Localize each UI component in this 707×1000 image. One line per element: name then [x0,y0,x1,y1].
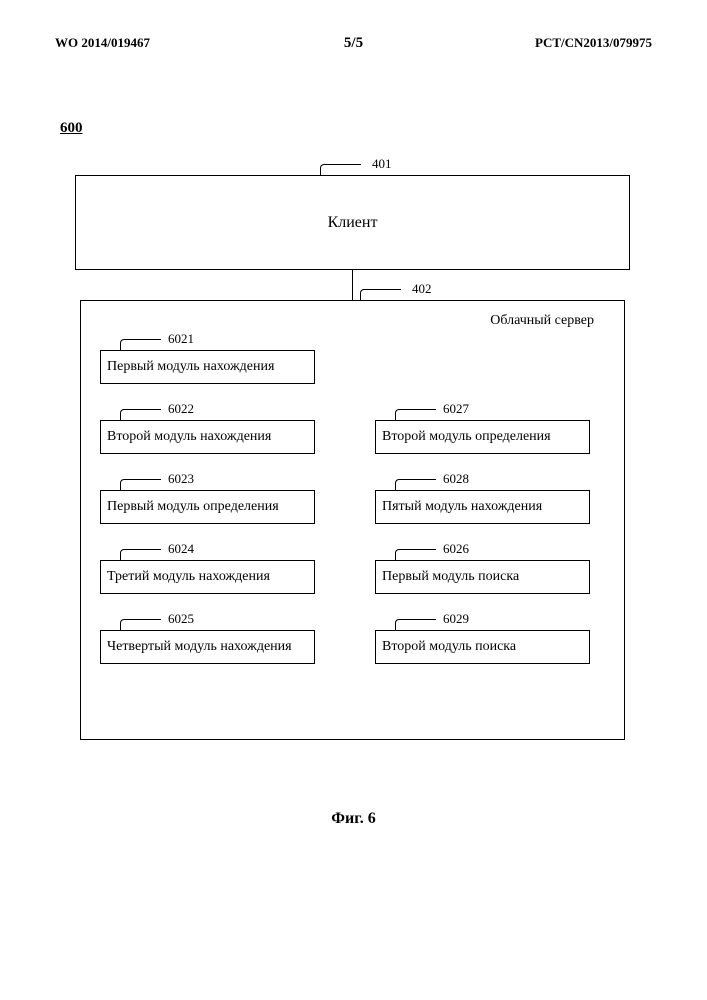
module-6022-label: Второй модуль нахождения [107,429,271,445]
ref-hook-6021 [120,339,161,350]
client-server-connector [352,270,353,300]
module-6023-label: Первый модуль определения [107,499,279,515]
module-6029-label: Второй модуль поиска [382,639,516,655]
ref-hook-6028 [395,479,436,490]
header-right: PCT/CN2013/079975 [535,35,652,51]
module-6027: Второй модуль определения [375,420,590,454]
module-6026: Первый модуль поиска [375,560,590,594]
module-6028: Пятый модуль нахождения [375,490,590,524]
ref-hook-6027 [395,409,436,420]
module-6021: Первый модуль нахождения [100,350,315,384]
figure-caption: Фиг. 6 [331,810,375,828]
ref-hook-6023 [120,479,161,490]
module-6027-label: Второй модуль определения [382,429,551,445]
ref-hook-401 [320,164,361,175]
ref-6021: 6021 [168,331,194,347]
header-center: 5/5 [344,35,363,52]
module-6021-label: Первый модуль нахождения [107,359,274,375]
ref-hook-6025 [120,619,161,630]
ref-hook-6029 [395,619,436,630]
ref-hook-402 [360,289,401,300]
module-6022: Второй модуль нахождения [100,420,315,454]
server-box-title: Облачный сервер [490,313,594,329]
ref-6029: 6029 [443,611,469,627]
page: WO 2014/019467 5/5 PCT/CN2013/079975 600… [0,0,707,1000]
module-6025: Четвертый модуль нахождения [100,630,315,664]
ref-401: 401 [372,156,392,172]
client-box: Клиент [75,175,630,270]
ref-hook-6024 [120,549,161,560]
module-6029: Второй модуль поиска [375,630,590,664]
ref-6024: 6024 [168,541,194,557]
module-6024-label: Третий модуль нахождения [107,569,270,585]
ref-6025: 6025 [168,611,194,627]
module-6024: Третий модуль нахождения [100,560,315,594]
ref-6028: 6028 [443,471,469,487]
ref-hook-6022 [120,409,161,420]
ref-6023: 6023 [168,471,194,487]
ref-hook-6026 [395,549,436,560]
module-6025-label: Четвертый модуль нахождения [107,639,292,655]
ref-6026: 6026 [443,541,469,557]
ref-402: 402 [412,281,432,297]
header-left: WO 2014/019467 [55,35,150,51]
client-box-label: Клиент [328,214,378,232]
ref-6027: 6027 [443,401,469,417]
module-6023: Первый модуль определения [100,490,315,524]
module-6028-label: Пятый модуль нахождения [382,499,542,515]
figure-number: 600 [60,120,83,137]
module-6026-label: Первый модуль поиска [382,569,519,585]
ref-6022: 6022 [168,401,194,417]
